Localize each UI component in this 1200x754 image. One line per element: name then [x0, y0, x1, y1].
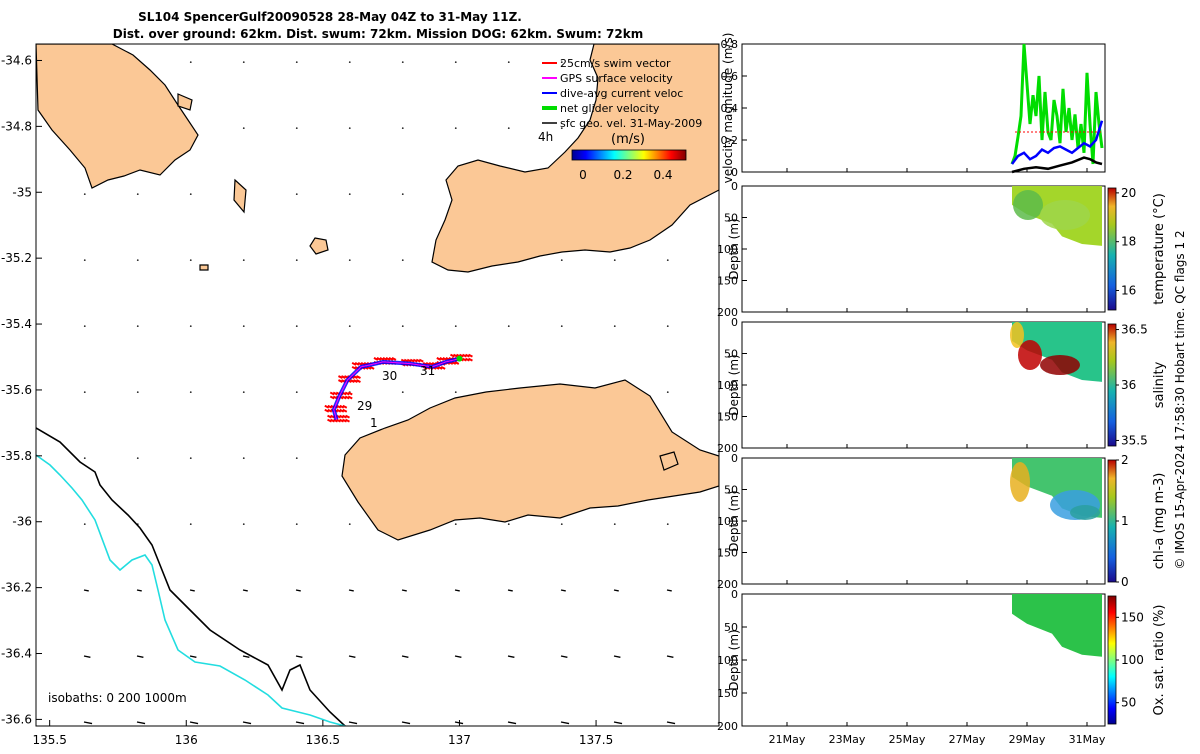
- profile-feature-2-0: [1010, 462, 1030, 502]
- map-ytick-label--35.2: -35.2: [1, 251, 32, 265]
- profile-feature-1-1: [1040, 355, 1080, 375]
- vector-15: [137, 590, 142, 591]
- depth-tick-label-3-0: 0: [731, 588, 738, 601]
- cbar-tick-label-3-100: 100: [1121, 653, 1144, 667]
- vector-65: [402, 590, 407, 591]
- map-xtick-label-137.5: 137.5: [579, 733, 613, 747]
- depth-tick-label-1-0: 0: [731, 316, 738, 329]
- vector-25: [190, 590, 195, 591]
- vector-88: [561, 590, 566, 591]
- title-line-2: Dist. over ground: 62km. Dist. swum: 72k…: [113, 27, 643, 41]
- map-ytick-label--36.6: -36.6: [1, 712, 32, 726]
- map-ytick-label--36.4: -36.4: [1, 647, 32, 661]
- cbar-tick-label-2-0: 0: [1121, 575, 1129, 589]
- legend-label-current: dive-avg current veloc: [560, 87, 683, 100]
- cbar-tick-label-1-35.5: 35.5: [1121, 433, 1148, 447]
- cbar-tick-label-0-18: 18: [1121, 235, 1136, 249]
- vector-101: [667, 590, 672, 591]
- depth-tick-label-0-0: 0: [731, 180, 738, 193]
- date-label-4: 29May: [1009, 733, 1046, 746]
- depth-ylabel-2: Depth (m): [727, 490, 741, 551]
- date-label-0: 21May: [769, 733, 806, 746]
- vector-35: [243, 590, 248, 591]
- isobath-legend: isobaths: 0 200 1000m: [48, 691, 187, 705]
- profile-feature-0-0: [1013, 190, 1043, 220]
- cbar-tick-label-1-36.5: 36.5: [1121, 323, 1148, 337]
- track-label-day-31: 31: [420, 364, 435, 378]
- depth-tick-label-3-200: 200: [717, 720, 738, 733]
- land-islet-5: [200, 265, 208, 270]
- profile-feature-0-1: [1040, 200, 1090, 230]
- date-label-1: 23May: [829, 733, 866, 746]
- map-ytick-label--36.2: -36.2: [1, 581, 32, 595]
- date-label-5: 31May: [1069, 733, 1106, 746]
- depth-tick-label-2-0: 0: [731, 452, 738, 465]
- speed-colorbar: [572, 150, 686, 160]
- interval-label: 4h: [538, 130, 553, 144]
- colorbar-1: [1108, 324, 1116, 446]
- map-xtick-label-136: 136: [175, 733, 198, 747]
- track-label-day-30: 30: [382, 369, 397, 383]
- title-line-1: SL104 SpencerGulf20090528 28-May 04Z to …: [138, 10, 522, 24]
- vector-46: [296, 590, 301, 591]
- map-ytick-label--35: -35: [12, 185, 32, 199]
- colorbar-2: [1108, 460, 1116, 582]
- cbar-tick-label-2-1: 1: [1121, 514, 1129, 528]
- colorbar-label-1: salinity: [1152, 361, 1167, 408]
- credit-text: © IMOS 15-Apr-2024 17:58:30 Hobart time.…: [1173, 230, 1187, 569]
- cbar-tick-label-0-16: 16: [1121, 283, 1136, 297]
- date-label-3: 27May: [949, 733, 986, 746]
- date-label-2: 25May: [889, 733, 926, 746]
- map-xtick-label-137: 137: [448, 733, 471, 747]
- colorbar-tick-0: 0: [579, 168, 587, 182]
- vector-56: [349, 590, 354, 591]
- depth-ylabel-3: Depth (m): [727, 629, 741, 690]
- map-panel: 30 31 29 1 135.5 136 136.5 137 137.5 -34.6 -34…: [1, 44, 719, 747]
- cbar-tick-label-3-50: 50: [1121, 696, 1136, 710]
- colorbar-label-2: chl-a (mg m-3): [1152, 473, 1167, 570]
- colorbar-label-0: temperature (°C): [1152, 193, 1167, 305]
- colorbar-title: (m/s): [611, 132, 645, 147]
- vector-73: [455, 590, 460, 591]
- profile-feature-1-2: [1018, 340, 1042, 370]
- map-ytick-label--36: -36: [12, 515, 32, 529]
- colorbar-0: [1108, 188, 1116, 310]
- cbar-tick-label-2-2: 2: [1121, 453, 1129, 467]
- map-xtick-label-135.5: 135.5: [32, 733, 66, 747]
- map-ytick-label--35.8: -35.8: [1, 449, 32, 463]
- cbar-tick-label-3-150: 150: [1121, 610, 1144, 624]
- map-ytick-label--35.4: -35.4: [1, 317, 32, 331]
- cbar-tick-label-1-36: 36: [1121, 378, 1136, 392]
- colorbar-tick-0.4: 0.4: [653, 168, 672, 182]
- velocity-panel: [742, 44, 1105, 172]
- legend-label-swim: 25cm/s swim vector: [560, 57, 671, 70]
- track-label-day-1: 1: [370, 416, 378, 430]
- colorbar-3: [1108, 596, 1116, 724]
- cbar-tick-label-0-20: 20: [1121, 186, 1136, 200]
- colorbar-label-3: Ox. sat. ratio (%): [1152, 605, 1167, 716]
- vector-80: [508, 590, 513, 591]
- vector-6: [84, 590, 89, 591]
- vector-94: [614, 590, 619, 591]
- legend-label-gps: GPS surface velocity: [560, 72, 673, 85]
- depth-ylabel-0: Depth (m): [727, 218, 741, 279]
- legend-label-net: net glider velocity: [560, 102, 660, 115]
- profile-feature-2-2: [1070, 505, 1100, 520]
- legend-label-geo: sfc geo. vel. 31-May-2009: [560, 117, 702, 130]
- colorbar-tick-0.2: 0.2: [613, 168, 632, 182]
- map-ytick-label--35.6: -35.6: [1, 383, 32, 397]
- map-xtick-label-136.5: 136.5: [306, 733, 340, 747]
- velocity-ylabel: velocity magnitude (m/s): [721, 33, 735, 184]
- track-end-marker: [456, 356, 462, 362]
- depth-ylabel-1: Depth (m): [727, 354, 741, 415]
- map-ytick-label--34.6: -34.6: [1, 53, 32, 67]
- map-ytick-label--34.8: -34.8: [1, 119, 32, 133]
- track-label-day-29: 29: [357, 399, 372, 413]
